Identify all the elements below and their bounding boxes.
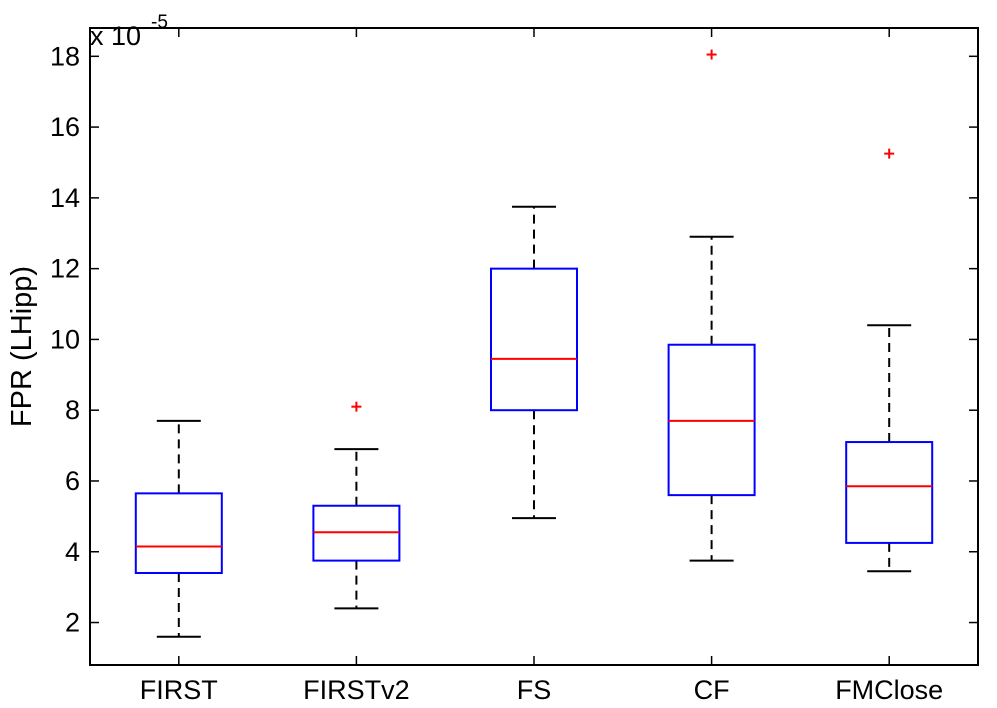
iqr-box (845, 441, 934, 544)
y-tick-label: 6 (65, 466, 80, 496)
outlier-marker (351, 401, 362, 412)
box-group-firstv2 (312, 401, 401, 610)
plot-area (134, 49, 934, 638)
y-tick-label: 2 (65, 608, 80, 638)
x-tick-label: FMClose (835, 675, 943, 705)
box-group-fmclose (845, 148, 934, 573)
x-axis-ticks: FIRST FIRSTv2 FS CF FMClose (140, 28, 943, 705)
y-tick-label: 12 (50, 254, 80, 284)
y-tick-label: 18 (50, 41, 80, 71)
iqr-box (134, 492, 223, 574)
y-axis-ticks: 2 4 6 8 10 12 14 16 18 (50, 41, 978, 638)
y-axis-exponent-power: -5 (151, 12, 168, 33)
axes-frame (89, 27, 979, 666)
x-tick-label: CF (694, 675, 730, 705)
y-tick-label: 14 (50, 183, 80, 213)
iqr-box (490, 267, 578, 412)
y-tick-label: 4 (65, 537, 80, 567)
x-tick-label: FS (517, 675, 552, 705)
y-tick-label: 10 (50, 324, 80, 354)
outlier-marker (706, 49, 717, 60)
outlier-marker (884, 148, 895, 159)
x-tick-label: FIRSTv2 (303, 675, 410, 705)
box-group-fs (490, 205, 578, 520)
x-tick-label: FIRST (140, 675, 218, 705)
y-tick-label: 16 (50, 112, 80, 142)
y-tick-label: 8 (65, 395, 80, 425)
y-axis-label: FPR (LHipp) (6, 266, 38, 427)
box-group-first (134, 419, 223, 638)
box-group-cf (667, 49, 756, 562)
y-axis-exponent-base: x 10 (90, 21, 141, 51)
